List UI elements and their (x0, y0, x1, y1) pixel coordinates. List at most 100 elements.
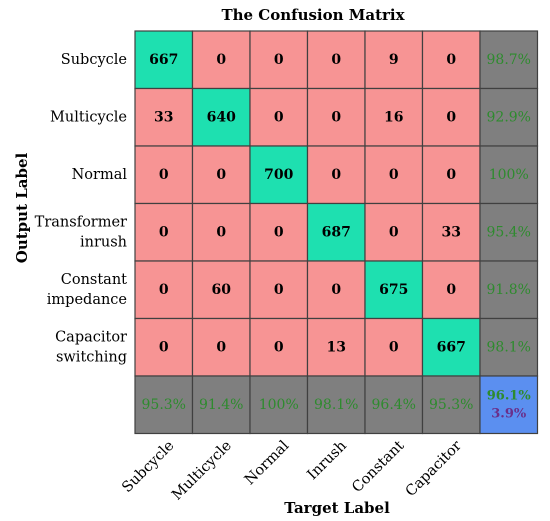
column-summary-cell (421, 375, 481, 435)
column-percent: 96.4% (372, 397, 416, 413)
cell-count: 0 (389, 339, 399, 355)
column-label: Inrush (305, 438, 350, 483)
column-label: Subcycle (119, 438, 177, 496)
off-diagonal-cell (134, 317, 194, 377)
row-label: Subcycle (61, 52, 127, 68)
overall-accuracy-cell (479, 375, 539, 435)
cell-count: 0 (331, 52, 341, 68)
row-label: impedance (47, 292, 127, 308)
cell-count: 700 (264, 167, 293, 183)
row-summary-cell (479, 317, 539, 377)
column-summary-cell (364, 375, 424, 435)
row-label: inrush (80, 234, 127, 250)
off-diagonal-cell (306, 87, 366, 147)
cell-count: 0 (159, 167, 169, 183)
off-diagonal-cell (421, 30, 481, 90)
cell-count: 0 (274, 52, 284, 68)
cell-count: 0 (389, 224, 399, 240)
cell-count: 16 (384, 109, 403, 125)
cell-count: 0 (159, 339, 169, 355)
off-diagonal-cell (249, 260, 309, 320)
cell-count: 0 (446, 52, 456, 68)
row-label: Multicycle (50, 109, 127, 125)
column-label: Constant (349, 438, 407, 496)
chart-title: The Confusion Matrix (221, 6, 405, 24)
row-percent: 95.4% (487, 224, 531, 240)
column-summary-cell (306, 375, 366, 435)
row-label: Transformer (35, 214, 127, 230)
cell-count: 0 (446, 109, 456, 125)
cell-count: 60 (212, 282, 232, 298)
column-summary-cell (134, 375, 194, 435)
off-diagonal-cell (364, 202, 424, 262)
off-diagonal-cell (134, 202, 194, 262)
diagonal-cell (191, 87, 251, 147)
column-label: Capacitor (403, 438, 465, 500)
cell-count: 667 (437, 339, 466, 355)
cell-count: 13 (327, 339, 346, 355)
column-percent: 100% (259, 397, 299, 413)
column-label: Normal (242, 438, 293, 489)
cell-count: 0 (331, 167, 341, 183)
diagonal-cell (134, 30, 194, 90)
off-diagonal-cell (191, 202, 251, 262)
cell-count: 0 (446, 282, 456, 298)
cell-count: 0 (216, 52, 226, 68)
cell-count: 0 (331, 282, 341, 298)
cell-count: 0 (446, 167, 456, 183)
cell-count: 0 (274, 109, 284, 125)
row-percent: 98.1% (487, 339, 531, 355)
cell-count: 0 (389, 167, 399, 183)
cell-count: 0 (216, 167, 226, 183)
cell-count: 33 (154, 109, 173, 125)
cell-count: 33 (442, 224, 461, 240)
column-percent: 98.1% (314, 397, 358, 413)
off-diagonal-cell (421, 145, 481, 205)
off-diagonal-cell (364, 145, 424, 205)
off-diagonal-cell (191, 145, 251, 205)
overall-accuracy: 96.1% (487, 388, 532, 403)
row-label: switching (56, 349, 127, 365)
off-diagonal-cell (249, 202, 309, 262)
column-percent: 95.3% (429, 397, 473, 413)
row-labels: Subcycle Multicycle Normal Transformer inrus… (35, 52, 128, 366)
column-percent: 95.3% (142, 397, 186, 413)
cell-count: 687 (322, 224, 351, 240)
row-label: Normal (72, 167, 128, 183)
cell-count: 9 (389, 52, 399, 68)
diagonal-cell (364, 260, 424, 320)
cell-count: 675 (379, 282, 408, 298)
row-summary-cell (479, 30, 539, 90)
diagonal-cell (421, 317, 481, 377)
y-axis-label: Output Label (13, 152, 31, 263)
off-diagonal-cell (306, 260, 366, 320)
matrix-cells: 667 0 0 0 9 0 33 640 0 0 16 0 0 0 700 0 0 0 0 0 0 687 0 33 0 60 0 0… (134, 30, 539, 435)
cell-count: 0 (274, 224, 284, 240)
overall-error: 3.9% (491, 406, 527, 421)
row-percent: 91.8% (487, 282, 531, 298)
cell-count: 0 (274, 339, 284, 355)
off-diagonal-cell (191, 30, 251, 90)
row-summary-cell (479, 202, 539, 262)
x-axis-label: Target Label (284, 499, 390, 517)
row-summary-cell (479, 145, 539, 205)
row-percent: 92.9% (487, 109, 531, 125)
column-label: Multicycle (169, 438, 235, 504)
cell-count: 0 (274, 282, 284, 298)
off-diagonal-cell (421, 87, 481, 147)
cell-count: 0 (216, 339, 226, 355)
diagonal-cell (306, 202, 366, 262)
cell-count: 0 (159, 282, 169, 298)
cell-count: 0 (331, 109, 341, 125)
off-diagonal-cell (249, 30, 309, 90)
row-percent: 100% (489, 167, 529, 183)
column-summary-cell (249, 375, 309, 435)
row-label: Constant (61, 272, 127, 288)
cell-count: 0 (159, 224, 169, 240)
row-percent: 98.7% (487, 52, 531, 68)
cell-count: 640 (207, 109, 236, 125)
cell-count: 0 (216, 224, 226, 240)
cell-count: 667 (149, 52, 178, 68)
